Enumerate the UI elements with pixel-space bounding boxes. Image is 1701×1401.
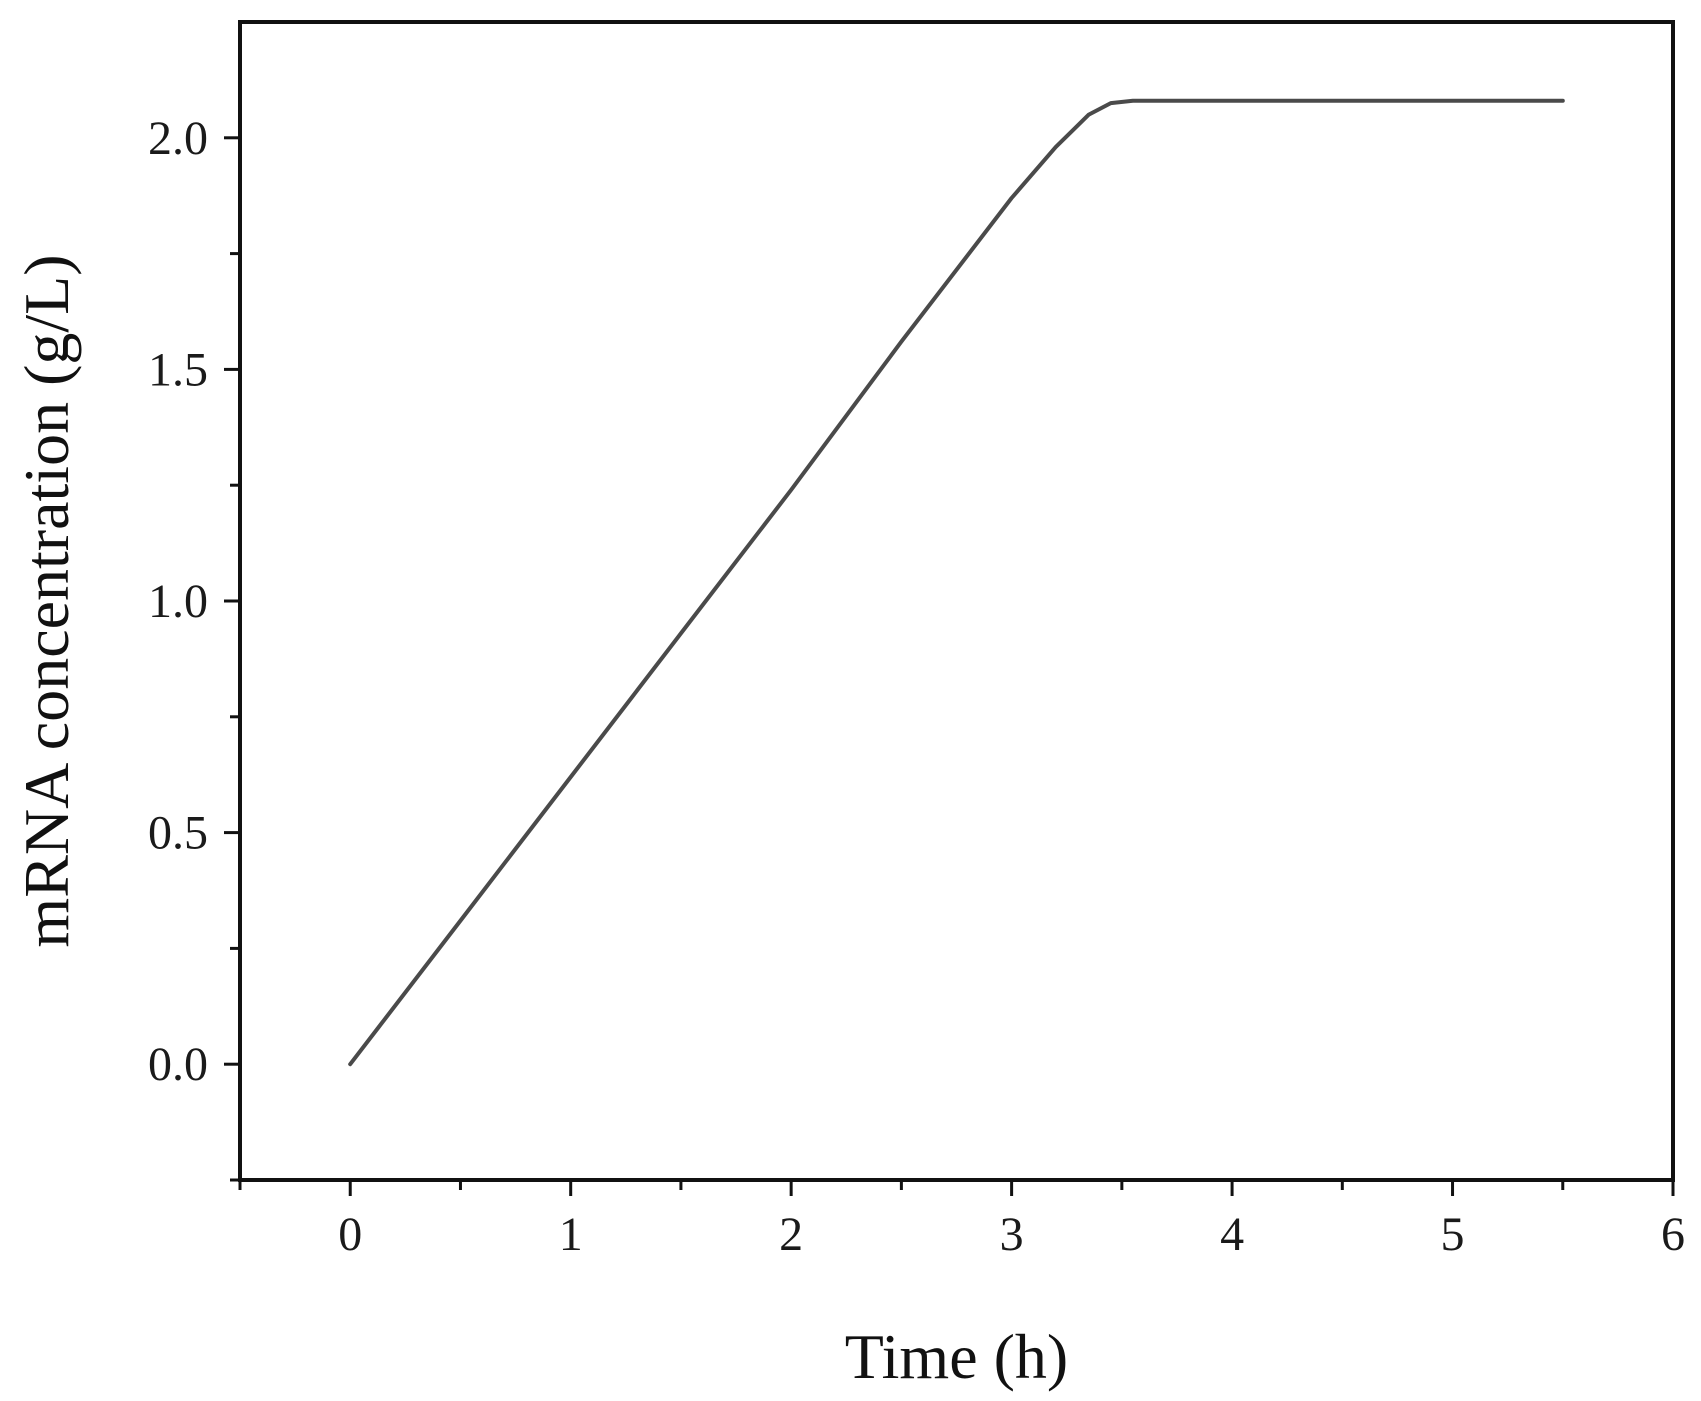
y-axis: 0.0 0.5 1.0 1.5 2.0 — [148, 112, 240, 1182]
y-tick-label: 0.5 — [148, 807, 208, 860]
plot-frame — [238, 20, 1675, 1182]
x-tick-label: 4 — [1220, 1208, 1244, 1261]
plot-area — [238, 20, 1675, 1182]
x-tick-label: 0 — [338, 1208, 362, 1261]
y-tick-label: 0.0 — [148, 1038, 208, 1091]
x-tick-label: 6 — [1661, 1208, 1685, 1261]
x-axis: 0 1 2 3 4 5 6 — [238, 1180, 1685, 1261]
x-tick-label: 1 — [559, 1208, 583, 1261]
y-tick-label: 1.5 — [148, 343, 208, 396]
x-axis-title: Time (h) — [845, 1321, 1068, 1392]
x-tick-label: 2 — [779, 1208, 803, 1261]
x-tick-label: 5 — [1441, 1208, 1465, 1261]
y-axis-title: mRNA concentration (g/L) — [11, 254, 82, 947]
series-line — [348, 98, 1565, 1067]
x-tick-label: 3 — [1000, 1208, 1024, 1261]
y-tick-label: 1.0 — [148, 575, 208, 628]
series-group — [348, 98, 1565, 1067]
y-tick-label: 2.0 — [148, 112, 208, 165]
